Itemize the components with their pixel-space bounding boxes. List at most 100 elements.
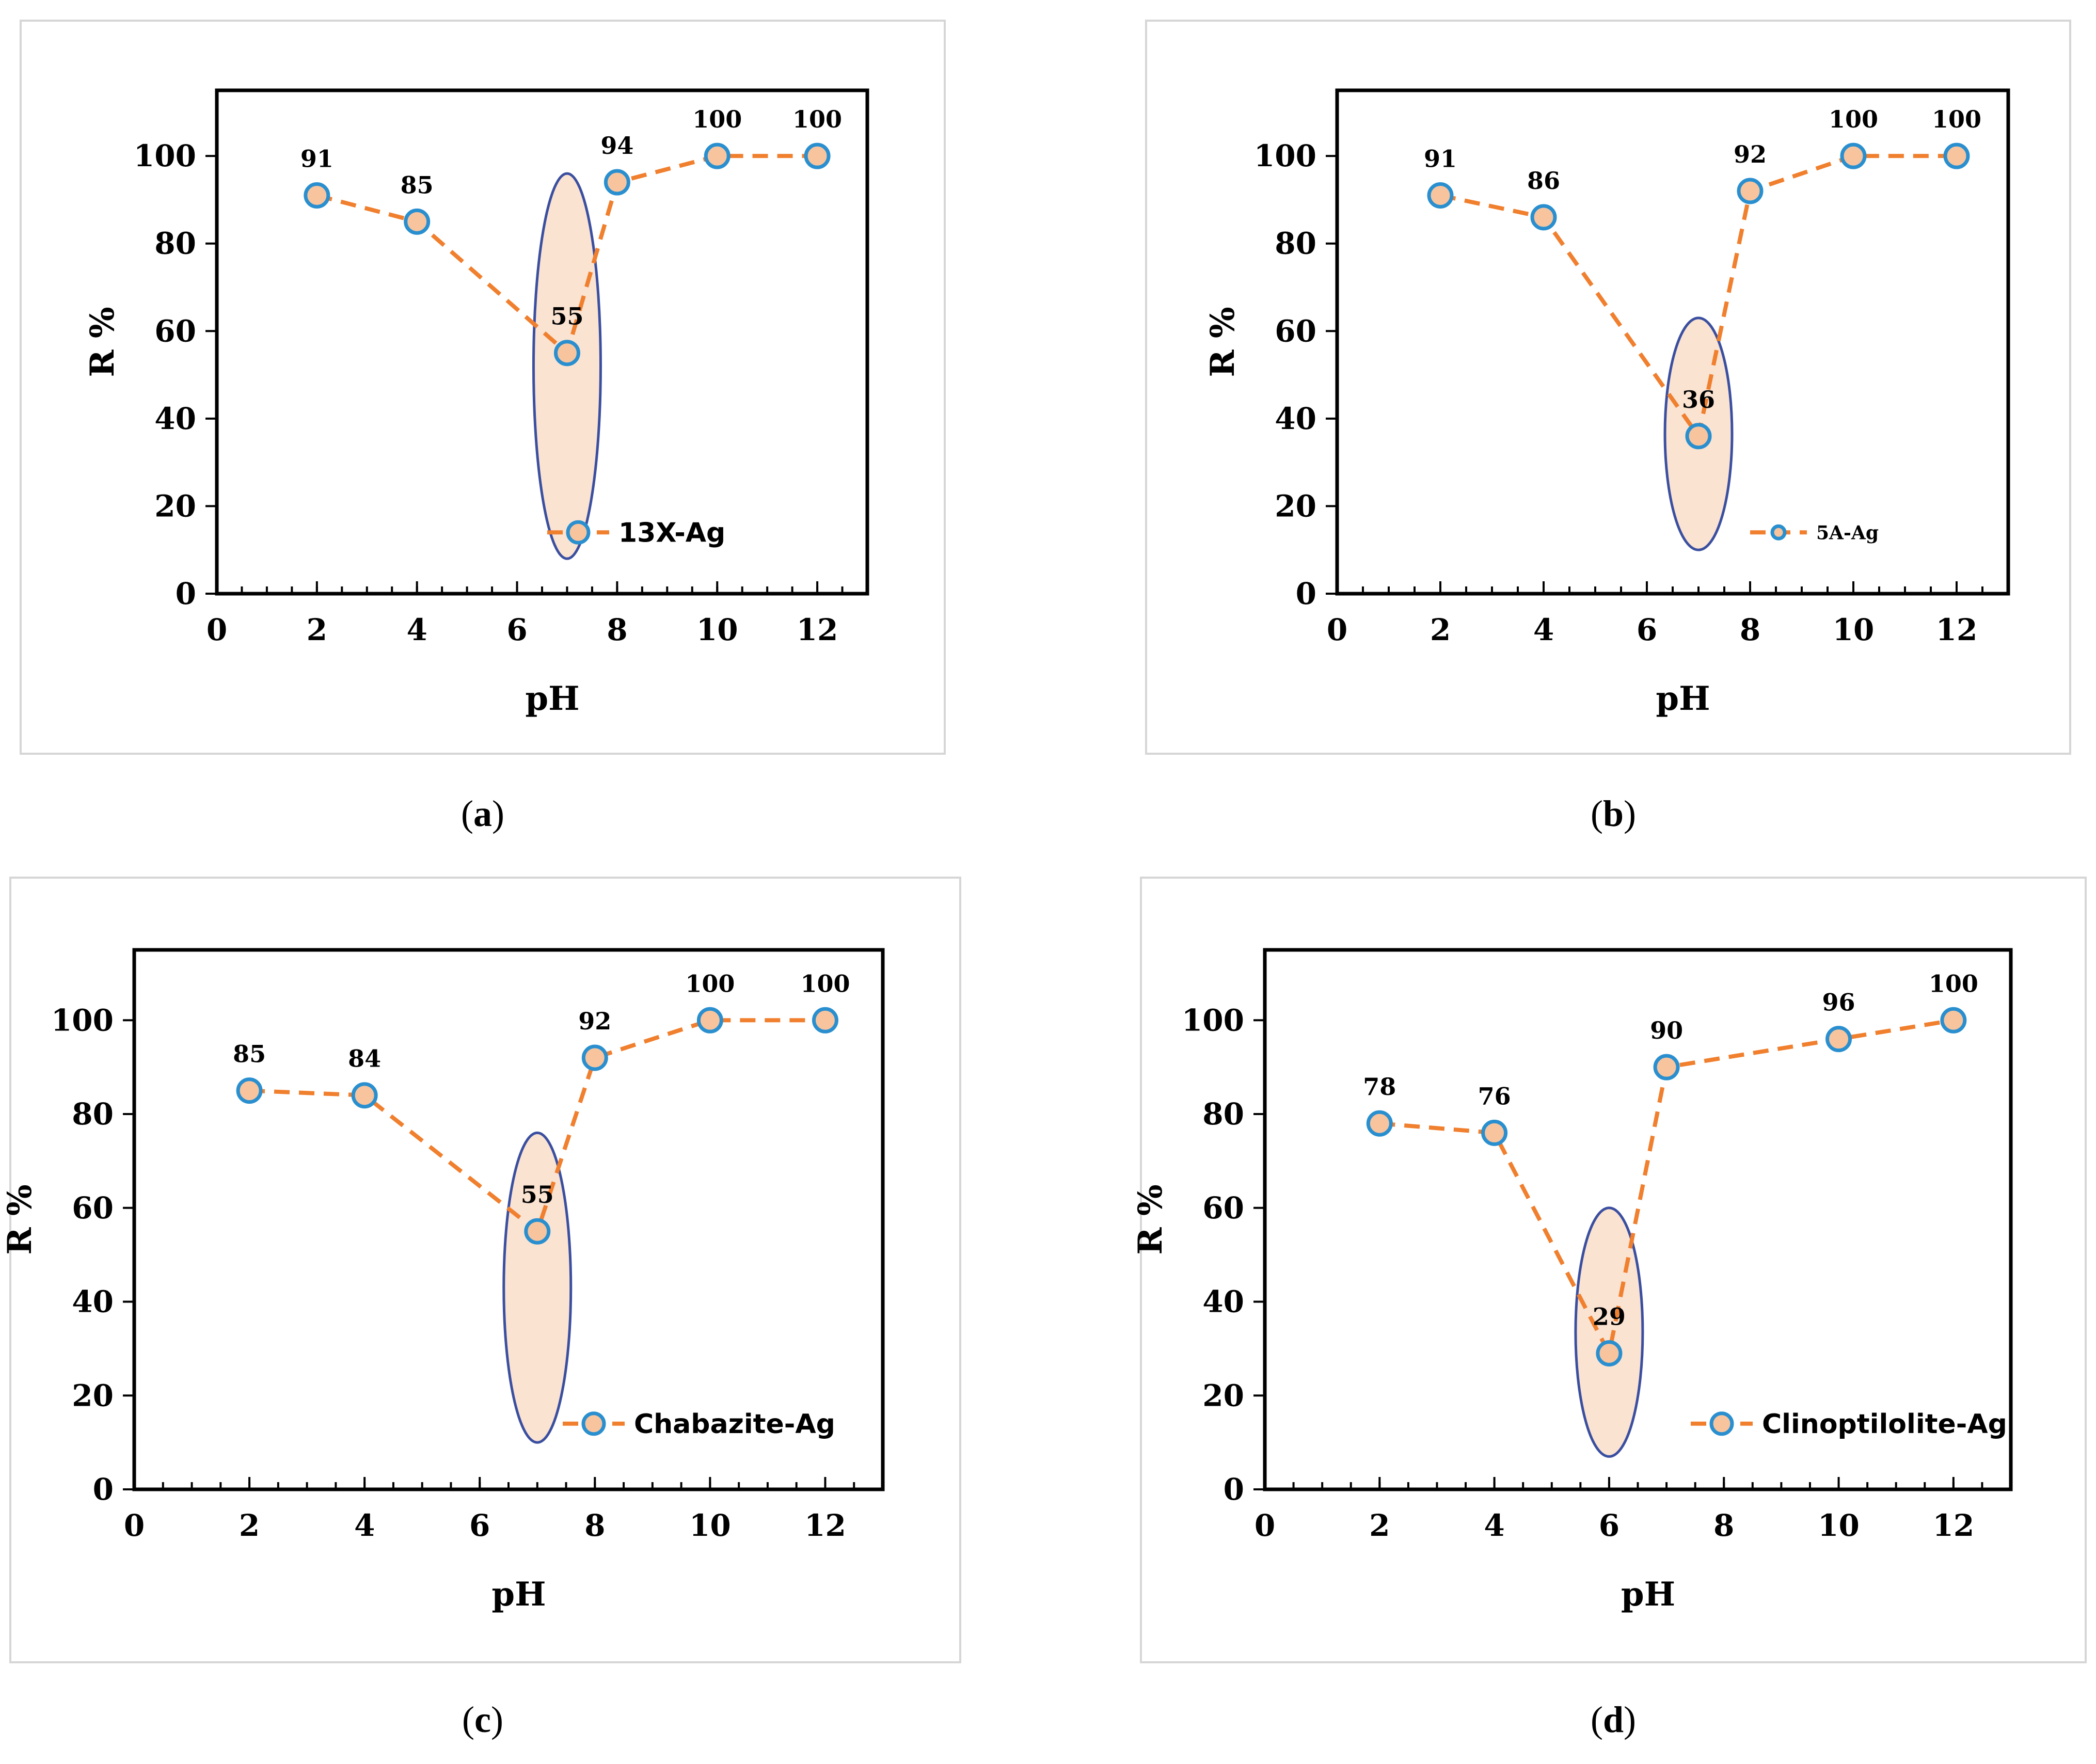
y-tick-label: 40 (154, 401, 196, 436)
y-tick-label: 0 (176, 576, 196, 611)
x-tick-label: 8 (1713, 1508, 1734, 1543)
y-axis-title: R % (1, 1184, 39, 1254)
data-label: 55 (521, 1181, 554, 1209)
x-tick-label: 10 (1818, 1508, 1860, 1543)
y-tick-label: 20 (1275, 488, 1316, 523)
x-tick-label: 8 (584, 1508, 605, 1543)
y-tick-label: 80 (1275, 226, 1316, 261)
y-tick-label: 60 (1275, 313, 1316, 348)
x-tick-label: 10 (1833, 612, 1875, 647)
data-point (1940, 1007, 1967, 1034)
x-tick-label: 12 (804, 1508, 846, 1543)
y-tick-label: 20 (72, 1378, 114, 1413)
data-point (524, 1218, 551, 1245)
data-point (236, 1077, 263, 1104)
data-point (304, 182, 330, 209)
x-tick-label: 6 (1599, 1508, 1619, 1543)
x-tick-label: 10 (689, 1508, 731, 1543)
data-label: 29 (1593, 1302, 1626, 1330)
data-label: 94 (600, 132, 633, 160)
x-tick-label: 2 (239, 1508, 260, 1543)
data-label: 92 (1734, 140, 1767, 168)
y-tick-label: 80 (1202, 1096, 1244, 1132)
data-point (1481, 1119, 1508, 1146)
chart-panel-b: 0 2 4 6 8 10 12 0 20 40 60 80 100 pH R % 91 86 36 92 100 100… (1145, 20, 2071, 834)
x-tick-label: 4 (354, 1508, 375, 1543)
data-label: 76 (1478, 1082, 1511, 1110)
y-tick-label: 0 (93, 1472, 114, 1507)
series-line (1440, 154, 1957, 441)
x-axis-title: pH (1656, 679, 1710, 718)
y-tick-label: 60 (1202, 1190, 1244, 1226)
y-tick-label: 100 (51, 1003, 114, 1038)
x-axis-title: pH (1621, 1575, 1675, 1614)
data-point (1825, 1026, 1852, 1053)
chart-panel-a: 0 2 4 6 8 10 12 0 20 40 60 80 100 pH R % 91 85 55 94 100 100… (20, 20, 946, 834)
series-line (249, 1018, 825, 1235)
data-point (812, 1007, 838, 1034)
data-label: 96 (1822, 989, 1855, 1016)
data-point (404, 208, 431, 235)
x-tick-label: 2 (307, 612, 327, 647)
chart-panel-d: 0 2 4 6 8 10 12 0 20 40 60 80 100 pH R % 78 76 29 90 96 100 C… (1131, 877, 2087, 1740)
y-axis-title: R % (1203, 307, 1242, 377)
data-point (1685, 423, 1712, 450)
x-tick-label: 0 (207, 612, 227, 647)
y-tick-label: 60 (72, 1190, 114, 1226)
data-label: 91 (1424, 145, 1457, 172)
highlight-ellipse (502, 1131, 573, 1444)
y-tick-label: 20 (154, 488, 196, 523)
y-tick-label: 60 (154, 313, 196, 348)
data-label: 55 (550, 303, 583, 330)
legend-label: 5A-Ag (1816, 522, 1879, 544)
data-point (1737, 178, 1764, 204)
y-tick-label: 20 (1202, 1378, 1244, 1413)
legend-label: Clinoptilolite-Ag (1762, 1409, 2007, 1440)
x-tick-label: 8 (1740, 612, 1760, 647)
panel-frame (20, 20, 946, 755)
data-point (351, 1082, 378, 1109)
legend-marker (581, 1411, 606, 1436)
data-point (1427, 182, 1454, 209)
data-point (1530, 204, 1557, 231)
data-point (1366, 1110, 1393, 1137)
y-tick-label: 0 (1296, 576, 1316, 611)
x-tick-label: 6 (1637, 612, 1657, 647)
x-axis-title: pH (491, 1575, 546, 1614)
panel-caption: (c) (462, 1699, 503, 1740)
y-tick-label: 80 (154, 226, 196, 261)
data-label: 36 (1682, 386, 1715, 414)
data-label: 100 (792, 105, 842, 133)
y-axis-title: R % (1131, 1184, 1170, 1254)
y-tick-label: 100 (134, 138, 196, 173)
panel-caption: (d) (1591, 1699, 1636, 1740)
data-label: 85 (401, 171, 434, 199)
data-label: 100 (1929, 970, 1978, 997)
data-label: 90 (1650, 1016, 1683, 1044)
y-tick-label: 100 (1254, 138, 1316, 173)
data-label: 86 (1527, 167, 1560, 195)
x-tick-label: 12 (1932, 1508, 1974, 1543)
y-tick-label: 0 (1224, 1472, 1244, 1507)
legend-marker (566, 520, 591, 545)
data-point (553, 340, 580, 367)
data-label: 84 (348, 1045, 381, 1073)
x-tick-label: 0 (124, 1508, 145, 1543)
data-label: 100 (685, 970, 735, 997)
series-line (316, 154, 818, 357)
data-point (804, 142, 831, 169)
chart-panel-c: 0 2 4 6 8 10 12 0 20 40 60 80 100 pH R % 85 84 55 92 100 100… (1, 877, 961, 1740)
x-tick-label: 4 (1533, 612, 1554, 647)
data-point (1840, 142, 1867, 169)
y-tick-label: 40 (1202, 1284, 1244, 1320)
panel-frame (1145, 20, 2071, 755)
data-point (1943, 142, 1970, 169)
data-point (704, 142, 731, 169)
data-point (1596, 1340, 1623, 1366)
legend-marker (1709, 1411, 1734, 1436)
x-tick-label: 0 (1327, 612, 1347, 647)
legend-marker (1770, 524, 1787, 541)
y-axis-title: R % (83, 307, 122, 377)
legend-label: Chabazite-Ag (634, 1409, 835, 1440)
